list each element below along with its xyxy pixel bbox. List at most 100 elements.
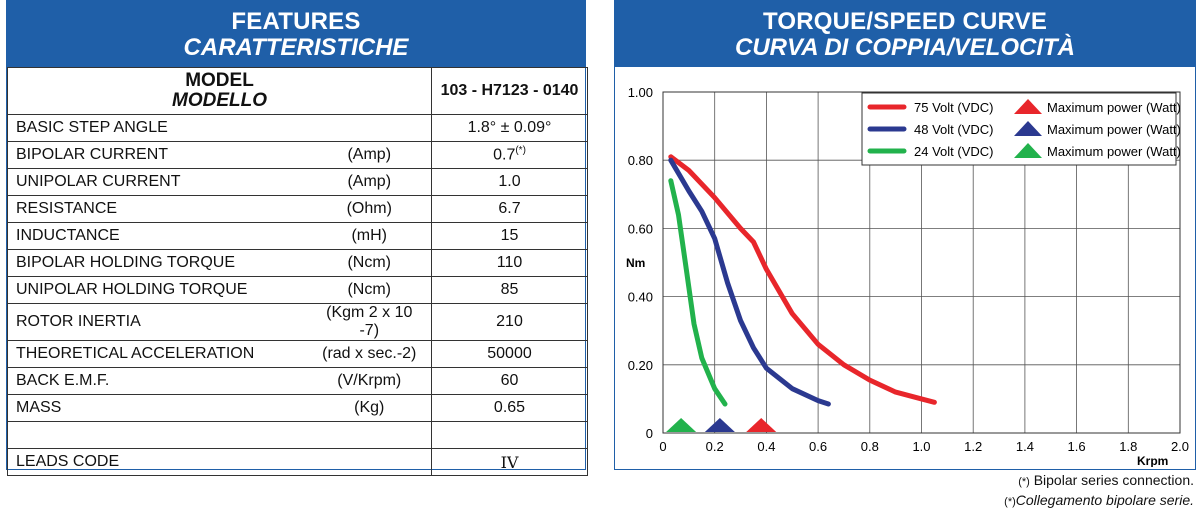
footnote-it: (*)Collegamento bipolare serie.: [1004, 492, 1194, 508]
model-label: MODEL: [185, 70, 254, 91]
feature-unit: (Ncm): [307, 249, 432, 277]
footnote-text-it: Collegamento bipolare serie.: [1015, 492, 1194, 508]
features-header: FEATURES CARATTERISTICHE: [7, 1, 585, 67]
x-tick-label: 0.8: [861, 439, 879, 454]
x-tick-label: 0: [659, 439, 666, 454]
series-line-2: [668, 157, 831, 407]
max-power-marker-2: [704, 418, 735, 432]
feature-name: BIPOLAR CURRENT: [7, 141, 308, 169]
footnote-en: (*) Bipolar series connection.: [1018, 472, 1194, 488]
feature-unit: (Ohm): [307, 195, 432, 223]
features-title-it: CARATTERISTICHE: [183, 34, 409, 61]
plot-frame: [662, 91, 1181, 434]
feature-unit: (rad x sec.-2): [307, 340, 432, 368]
model-value: 103 - H7123 - 0140: [431, 67, 588, 115]
feature-value: 6.7: [431, 195, 588, 223]
model-label-it: MODELLO: [172, 90, 267, 111]
feature-value: 50000: [431, 340, 588, 368]
max-power-marker-3: [666, 418, 697, 432]
feature-unit: (Kgm 2 x 10 -7): [307, 303, 432, 341]
feature-value: [431, 421, 588, 449]
x-tick-label: 2.0: [1171, 439, 1189, 454]
chart-title: TORQUE/SPEED CURVE: [762, 8, 1048, 35]
feature-value: 1.8° ± 0.09°: [431, 114, 588, 142]
feature-unit: (V/Krpm): [307, 367, 432, 395]
feature-value: 15: [431, 222, 588, 250]
table-row: UNIPOLAR CURRENT (Amp) 1.0: [7, 168, 588, 196]
feature-unit: (Amp): [307, 168, 432, 196]
feature-value: 210: [431, 303, 588, 341]
footnote-mark: (*): [1018, 476, 1030, 488]
y-tick-label: 0.80: [628, 153, 653, 168]
model-row: MODEL MODELLO 103 - H7123 - 0140: [7, 67, 588, 115]
x-tick-label: 1.2: [964, 439, 982, 454]
x-tick-label: 1.0: [912, 439, 930, 454]
chart-title-it: CURVA DI COPPIA/VELOCITÀ: [734, 34, 1076, 61]
features-panel: FEATURES CARATTERISTICHE MODEL MODELLO 1…: [6, 0, 588, 476]
y-tick-label: 0.60: [628, 221, 653, 236]
legend-max-power-label: Maximum power (Watt): [1047, 100, 1181, 115]
x-tick-label: 1.4: [1016, 439, 1034, 454]
series-line-3: [668, 178, 728, 407]
table-row: RESISTANCE (Ohm) 6.7: [7, 195, 588, 223]
feature-name: ROTOR INERTIA: [7, 303, 308, 341]
chart-header: TORQUE/SPEED CURVE CURVA DI COPPIA/VELOC…: [615, 1, 1195, 67]
feature-name: BACK E.M.F.: [7, 367, 308, 395]
legend-label: 24 Volt (VDC): [914, 144, 993, 159]
legend-label: 48 Volt (VDC): [914, 122, 993, 137]
table-row: UNIPOLAR HOLDING TORQUE (Ncm) 85: [7, 276, 588, 304]
max-power-marker-1: [746, 418, 777, 432]
legend-label: 75 Volt (VDC): [914, 100, 993, 115]
feature-value: 0.7: [493, 146, 516, 164]
feature-value: 0.65: [431, 394, 588, 422]
y-tick-label: 0.40: [628, 290, 653, 305]
feature-name: THEORETICAL ACCELERATION: [7, 340, 308, 368]
feature-value: 60: [431, 367, 588, 395]
x-tick-label: 0.4: [757, 439, 775, 454]
feature-name: INDUCTANCE: [7, 222, 308, 250]
y-tick-label: 0: [646, 426, 653, 441]
table-row: BASIC STEP ANGLE 1.8° ± 0.09°: [7, 114, 588, 142]
torque-speed-chart: 0 0.2 0.4 0.6 0.8 1.0 1.2 1.4 1.6 1.8 2.0 0 0.20 0.40…: [626, 85, 1189, 467]
feature-name: MASS: [7, 394, 308, 422]
table-row: ROTOR INERTIA (Kgm 2 x 10 -7) 210: [7, 303, 588, 341]
table-row: MASS (Kg) 0.65: [7, 394, 588, 422]
series-line-1: [668, 154, 937, 405]
footnote-text: Bipolar series connection.: [1033, 472, 1194, 488]
table-row: BACK E.M.F. (V/Krpm) 60: [7, 367, 588, 395]
table-row: BIPOLAR CURRENT (Amp) 0.7(*): [7, 141, 588, 169]
y-tick-label: 0.20: [628, 358, 653, 373]
feature-unit: (Amp): [307, 141, 432, 169]
features-table: MODEL MODELLO 103 - H7123 - 0140 BASIC S…: [7, 67, 588, 476]
feature-name: UNIPOLAR CURRENT: [7, 168, 308, 196]
legend-marker: [1014, 99, 1042, 114]
feature-value: IV: [431, 448, 588, 476]
y-axis-label: Nm: [626, 256, 645, 270]
legend-max-power-label: Maximum power (Watt): [1047, 122, 1181, 137]
chart-panel: TORQUE/SPEED CURVE CURVA DI COPPIA/VELOC…: [614, 0, 1196, 470]
table-row: [7, 421, 588, 449]
feature-name: BASIC STEP ANGLE: [7, 114, 308, 142]
feature-name: UNIPOLAR HOLDING TORQUE: [7, 276, 308, 304]
feature-unit: (Ncm): [307, 276, 432, 304]
feature-unit: (mH): [307, 222, 432, 250]
legend-marker: [1014, 121, 1042, 136]
feature-unit: [307, 421, 432, 449]
footnote-mark: (*): [1004, 496, 1016, 508]
table-row: BIPOLAR HOLDING TORQUE (Ncm) 110: [7, 249, 588, 277]
feature-name: RESISTANCE: [7, 195, 308, 223]
feature-name: BIPOLAR HOLDING TORQUE: [7, 249, 308, 277]
features-title: FEATURES: [231, 8, 361, 35]
feature-value: 110: [431, 249, 588, 277]
feature-value-cell: 0.7(*): [431, 141, 588, 169]
legend-max-power-label: Maximum power (Watt): [1047, 144, 1181, 159]
feature-value: 1.0: [431, 168, 588, 196]
footnote-mark: (*): [515, 145, 526, 157]
feature-unit: [307, 448, 432, 476]
x-tick-label: 0.6: [809, 439, 827, 454]
table-row: INDUCTANCE (mH) 15: [7, 222, 588, 250]
feature-name: [7, 421, 308, 449]
x-tick-label: 1.6: [1068, 439, 1086, 454]
feature-unit: [307, 114, 432, 142]
x-tick-label: 0.2: [706, 439, 724, 454]
